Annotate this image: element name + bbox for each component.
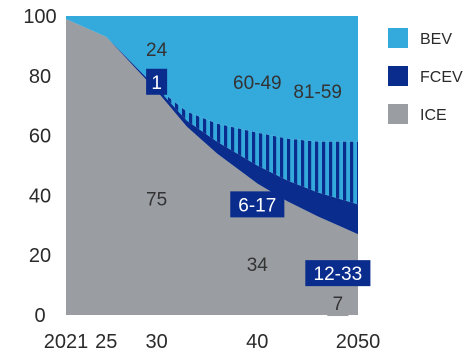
legend-label-fcev: FCEV — [420, 69, 463, 86]
data-label-text: 60-49 — [233, 73, 282, 94]
data-label-box — [327, 290, 349, 317]
data-label-34: 34 — [247, 255, 269, 276]
data-label-box — [305, 260, 371, 287]
legend: BEV FCEV ICE — [388, 28, 463, 124]
data-label-24: 24 — [146, 40, 168, 61]
y-tick-label-40: 40 — [29, 185, 51, 207]
data-label-box — [230, 191, 285, 218]
series-area-ice — [66, 18, 358, 316]
annotation-layer: 24 1 60-49 81-59 75 6-17 34 12-33 7 — [146, 40, 371, 317]
data-label-text: 6-17 — [238, 195, 276, 216]
legend-label-ice: ICE — [420, 107, 447, 124]
legend-swatch-fcev — [388, 66, 408, 86]
legend-swatch-bev — [388, 28, 408, 48]
data-label-75: 75 — [146, 189, 167, 210]
data-label-6-17: 6-17 — [230, 191, 285, 218]
legend-item-ice: ICE — [388, 104, 447, 124]
x-tick-label-40: 40 — [246, 331, 268, 353]
y-tick-label-80: 80 — [29, 66, 51, 88]
series-area-fcev-range — [66, 18, 358, 205]
data-label-81-59: 81-59 — [293, 82, 342, 103]
x-tick-label-30: 30 — [145, 331, 167, 353]
data-label-1: 1 — [146, 68, 168, 95]
y-tick-label-60: 60 — [29, 126, 51, 148]
data-label-60-49: 60-49 — [233, 73, 282, 94]
legend-label-bev: BEV — [420, 31, 452, 48]
data-label-text: 75 — [146, 189, 167, 210]
data-label-12-33: 12-33 — [305, 260, 371, 287]
legend-swatch-ice — [388, 104, 408, 124]
y-tick-label-0: 0 — [34, 305, 45, 327]
data-label-text: 81-59 — [293, 82, 342, 103]
data-label-text: 34 — [247, 255, 269, 276]
x-tick-label-2021: 2021 — [44, 331, 89, 353]
x-tick-label-2050: 2050 — [336, 331, 381, 353]
x-tick-label-25: 25 — [95, 331, 117, 353]
y-tick-label-20: 20 — [29, 245, 51, 267]
legend-item-bev: BEV — [388, 28, 452, 48]
data-label-text: 12-33 — [314, 264, 363, 285]
y-tick-label-100: 100 — [23, 6, 56, 28]
series-area-bev — [66, 16, 358, 142]
data-label-text: 1 — [151, 73, 162, 94]
axis-layer: 0 20 40 60 80 100 2021 25 30 40 2050 — [23, 6, 380, 353]
data-label-text: 24 — [146, 40, 168, 61]
plot-area — [66, 16, 358, 316]
series-area-fcev — [66, 18, 358, 235]
data-label-text: 7 — [333, 294, 344, 315]
legend-item-fcev: FCEV — [388, 66, 463, 86]
data-label-7: 7 — [327, 290, 349, 317]
data-label-box — [146, 68, 168, 95]
